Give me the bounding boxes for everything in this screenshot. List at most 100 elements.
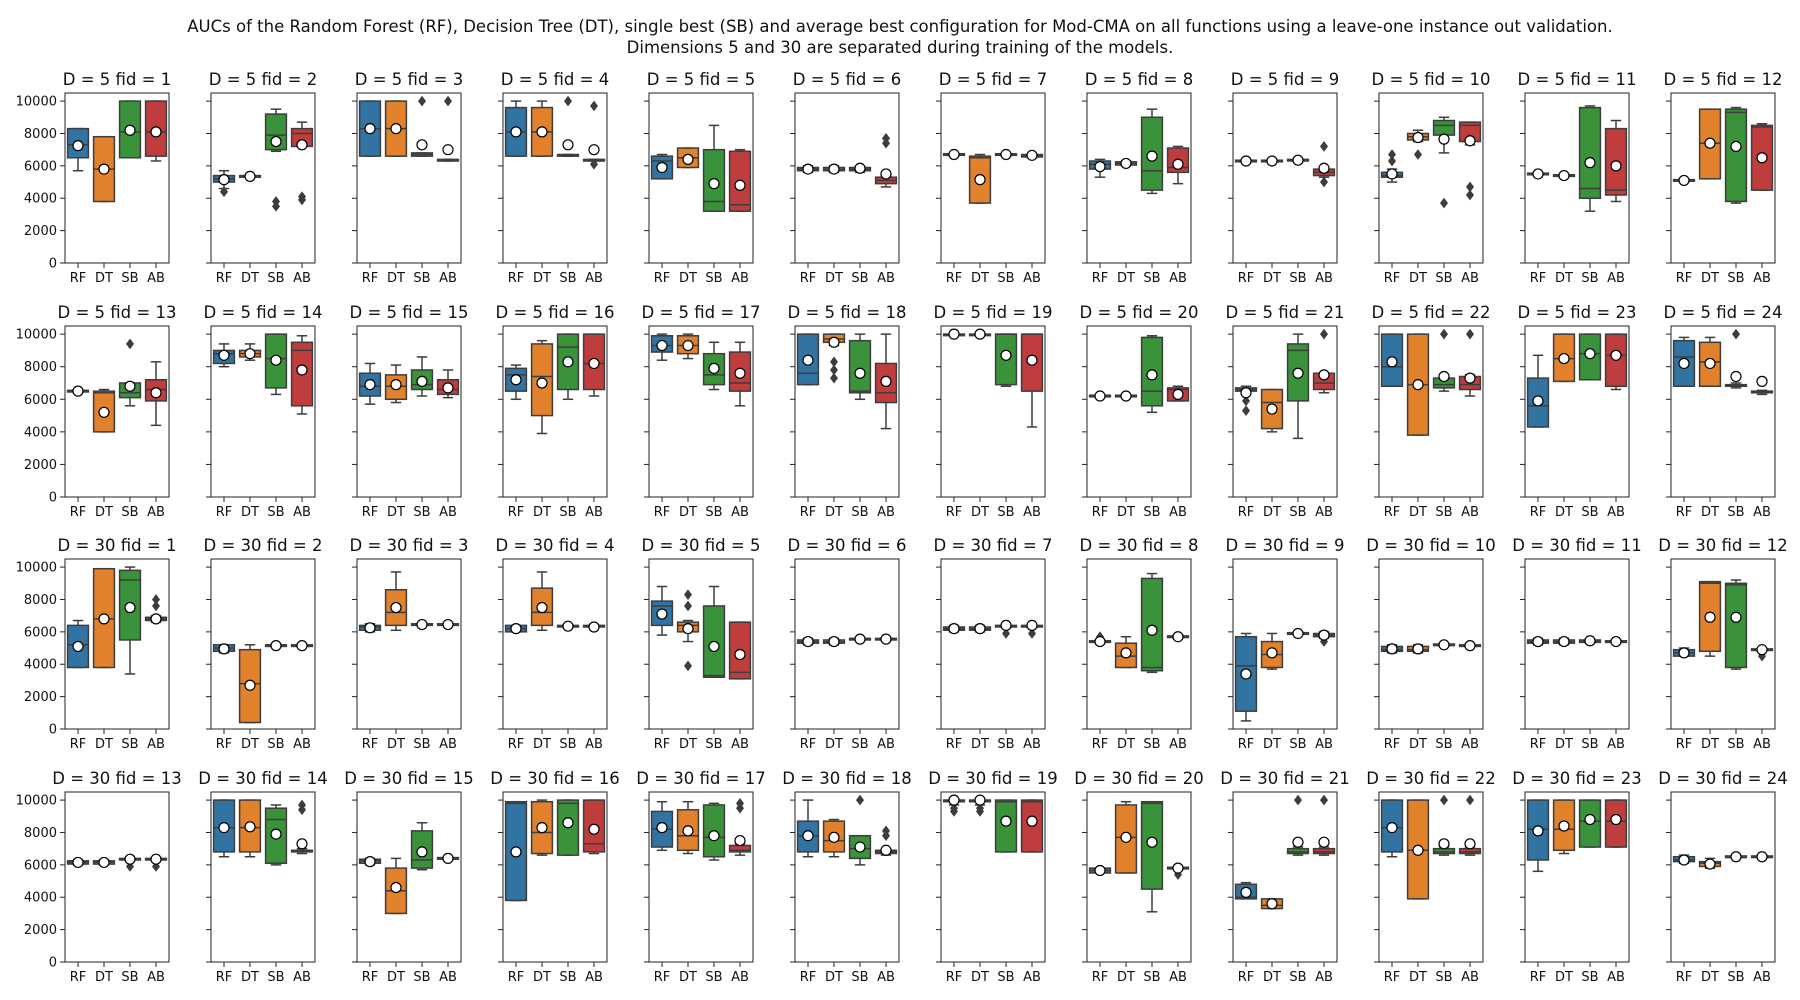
box-dt: DT (238, 170, 262, 286)
box-dt: DT (1552, 169, 1576, 286)
mean-marker (296, 838, 308, 850)
x-tick-label: SB (997, 970, 1014, 985)
x-tick-label: RF (654, 970, 671, 985)
mean-marker (1584, 813, 1596, 826)
axes-frame (1086, 791, 1192, 963)
box-sb: SB (1578, 799, 1602, 985)
mean-marker (1386, 168, 1398, 180)
mean-marker (124, 124, 136, 136)
x-tick-label: AB (1023, 737, 1041, 752)
x-tick-label: DT (533, 271, 551, 286)
mean-marker (1026, 815, 1038, 827)
outlier-point (590, 158, 598, 170)
x-tick-label: AB (439, 970, 457, 985)
mean-marker (974, 328, 986, 340)
axes-frame (1378, 325, 1484, 498)
box-sb: SB (848, 162, 872, 286)
x-tick-label: RF (654, 737, 671, 752)
subplot-title: D = 30 fid = 8 (1080, 536, 1199, 555)
box-ab: AB (1458, 794, 1482, 985)
mean-marker (1266, 155, 1278, 167)
x-tick-label: AB (1607, 505, 1625, 520)
box-dt: DT (1114, 635, 1138, 752)
x-tick-label: AB (1315, 505, 1333, 520)
x-tick-label: AB (439, 737, 457, 752)
box-rf: RF (1526, 354, 1550, 520)
box-dt: DT (384, 100, 408, 286)
mean-marker (1558, 635, 1570, 648)
axes-frame (794, 791, 900, 963)
box-ab: AB (1020, 149, 1044, 286)
box-ab: AB (1166, 385, 1190, 520)
x-tick-label: SB (413, 271, 430, 286)
x-tick-label: AB (1023, 505, 1041, 520)
x-tick-label: SB (121, 271, 138, 286)
subplot-d5-fid-20: D = 5 fid = 20 RF DT SB AB (1080, 303, 1199, 520)
axes-frame (1378, 92, 1484, 264)
x-tick-label: AB (1461, 970, 1479, 985)
subplot-title: D = 30 fid = 3 (350, 536, 469, 555)
outlier-point (1388, 149, 1397, 160)
x-tick-label: DT (533, 970, 551, 985)
mean-marker (656, 822, 668, 834)
box-body (1140, 577, 1164, 672)
subplot-d30-fid-15: D = 30 fid = 15 RF DT SB AB (344, 769, 473, 985)
box-sb: SB (264, 640, 288, 752)
subplot-d5-fid-4: D = 5 fid = 4 RF DT SB AB (498, 70, 609, 286)
x-tick-label: RF (1530, 970, 1547, 985)
box-dt: DT (1114, 157, 1138, 286)
box-rf: RF (66, 856, 90, 985)
subplot-title: D = 5 fid = 21 (1226, 303, 1345, 322)
box-sb: SB (848, 333, 872, 520)
box-rf: RF (1234, 385, 1258, 520)
box-rf: RF (212, 343, 236, 520)
x-tick-label: AB (877, 505, 895, 520)
box-rf: RF (504, 623, 528, 752)
x-tick-label: SB (1581, 505, 1598, 520)
subplot-title: D = 30 fid = 13 (52, 769, 181, 788)
box-ab: AB (1604, 799, 1628, 985)
mean-marker (974, 623, 986, 635)
box-sb: SB (1432, 328, 1456, 520)
mean-marker (1386, 643, 1398, 655)
x-tick-label: RF (1092, 970, 1109, 985)
box-rf: RF (1088, 390, 1112, 520)
mean-marker (880, 168, 892, 180)
x-tick-label: DT (1117, 970, 1135, 985)
outlier-point (298, 191, 306, 202)
mean-marker (1532, 168, 1544, 180)
subplot-title: D = 5 fid = 14 (204, 303, 323, 322)
axes-frame (794, 325, 900, 498)
box-dt: DT (1260, 155, 1284, 286)
box-rf: RF (1234, 632, 1258, 752)
subplot-d30-fid-8: D = 30 fid = 8 RF DT SB AB (1080, 536, 1199, 752)
subplot-title: D = 5 fid = 7 (939, 70, 1047, 89)
box-rf: RF (942, 794, 966, 985)
x-tick-label: AB (293, 505, 311, 520)
subplot-d5-fid-5: D = 5 fid = 5 RF DT SB AB (644, 70, 755, 286)
mean-marker (1412, 131, 1424, 144)
axes-frame (1524, 92, 1630, 264)
box-ab: AB (1750, 644, 1774, 752)
outlier-point (1414, 149, 1423, 160)
mean-marker (510, 846, 522, 858)
mean-marker (1756, 644, 1768, 656)
box-dt: DT (92, 856, 116, 985)
box-dt: DT (676, 333, 700, 520)
subplot-title: D = 5 fid = 3 (355, 70, 463, 89)
box-ab: AB (1750, 851, 1774, 985)
y-tick-label: 4000 (24, 425, 57, 440)
x-tick-label: SB (1581, 970, 1598, 985)
mean-marker (364, 856, 376, 868)
axes-frame (64, 558, 170, 730)
x-tick-label: DT (1409, 505, 1427, 520)
x-tick-label: RF (1238, 271, 1255, 286)
outlier-point (830, 364, 838, 376)
box-ab: AB (728, 148, 752, 286)
x-tick-label: DT (1263, 737, 1281, 752)
box-sb: SB (994, 148, 1018, 286)
x-tick-label: AB (1753, 505, 1771, 520)
mean-marker (150, 613, 162, 625)
mean-marker (588, 823, 600, 835)
mean-marker (416, 846, 428, 858)
